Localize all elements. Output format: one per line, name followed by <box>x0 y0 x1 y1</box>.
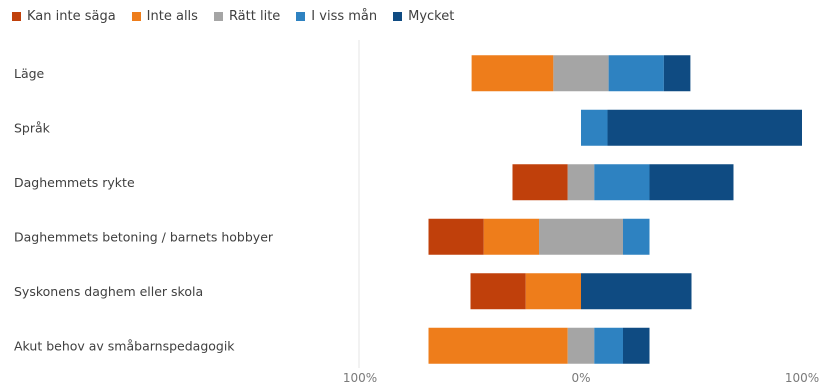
legend-label: Inte alls <box>146 8 198 24</box>
bar-ratt-lite <box>553 55 609 92</box>
legend-swatch <box>12 11 21 21</box>
bar-i-viss-man <box>622 218 650 255</box>
legend: Kan inte säga Inte alls Rätt lite I viss må… <box>12 6 470 26</box>
x-tick-label: 0% <box>571 371 590 385</box>
bar-kan-inte-saga <box>512 164 568 201</box>
category-label: Akut behov av småbarnspedagogik <box>14 338 235 353</box>
x-tick-label: 100% <box>785 371 819 385</box>
bar-ratt-lite <box>567 164 595 201</box>
legend-swatch <box>131 11 141 21</box>
legend-label: Rätt lite <box>228 8 281 24</box>
bar-i-viss-man <box>594 164 650 201</box>
bar-inte-alls <box>428 327 568 364</box>
bar-ratt-lite <box>567 327 595 364</box>
bar-i-viss-man <box>581 109 608 146</box>
legend-swatch <box>296 11 306 21</box>
bar-kan-inte-saga <box>470 273 526 310</box>
bar-mycket <box>622 327 650 364</box>
legend-label: I viss mån <box>311 8 378 24</box>
legend-item-mycket: Mycket <box>393 9 454 24</box>
legend-item-ratt-lite: Rätt lite <box>213 8 281 24</box>
category-label: Daghemmets betoning / barnets hobbyer <box>14 229 274 244</box>
x-tick-label: 100% <box>343 371 377 385</box>
category-label: Läge <box>14 66 45 81</box>
bar-i-viss-man <box>594 327 623 364</box>
category-label: Daghemmets rykte <box>14 175 135 190</box>
legend-swatch <box>213 11 223 21</box>
legend-item-inte-alls: Inte alls <box>131 8 198 24</box>
legend-label: Kan inte säga <box>27 8 116 24</box>
legend-label: Mycket <box>408 8 455 24</box>
bar-mycket <box>607 109 802 146</box>
bar-mycket <box>649 164 734 201</box>
bar-ratt-lite <box>539 218 623 255</box>
bar-i-viss-man <box>608 55 664 92</box>
bar-mycket <box>581 273 692 310</box>
legend-item-kan-inte-saga: Kan inte säga <box>12 9 116 24</box>
bar-inte-alls <box>483 218 540 255</box>
bar-inte-alls <box>525 273 581 310</box>
bar-inte-alls <box>471 55 554 92</box>
legend-swatch <box>393 11 403 21</box>
bar-mycket <box>663 55 691 92</box>
category-label: Språk <box>14 120 51 135</box>
legend-item-i-viss-man: I viss mån <box>296 9 377 24</box>
bar-kan-inte-saga <box>428 218 484 255</box>
category-label: Syskonens daghem eller skola <box>14 284 203 299</box>
